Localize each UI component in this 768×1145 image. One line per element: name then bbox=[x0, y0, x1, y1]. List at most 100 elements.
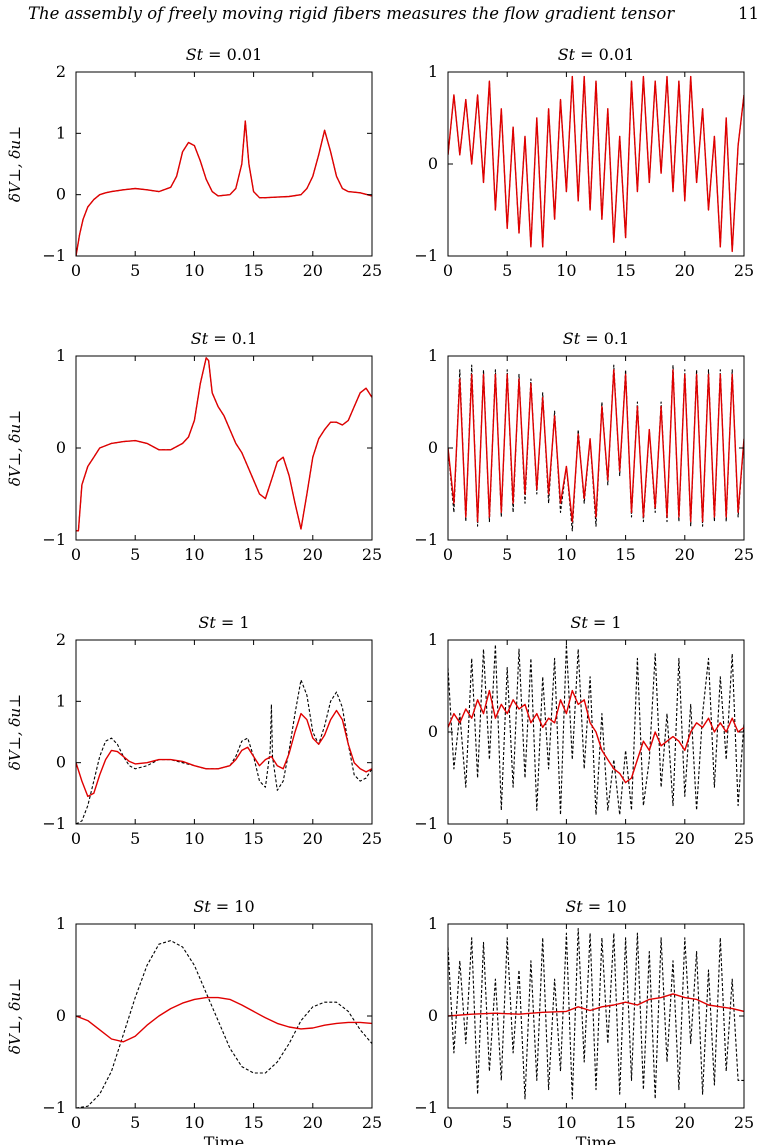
y-tick-label: −1 bbox=[414, 814, 438, 833]
series-line-dashed bbox=[448, 644, 744, 816]
y-tick-label: 1 bbox=[56, 123, 66, 142]
y-tick-label: 0 bbox=[56, 438, 66, 457]
x-tick-label: 20 bbox=[675, 261, 695, 280]
y-tick-label: 2 bbox=[56, 62, 66, 81]
subplot-title: St = 0.1 bbox=[191, 329, 257, 348]
x-tick-label: 15 bbox=[615, 1113, 635, 1132]
x-tick-label: 0 bbox=[443, 1113, 453, 1132]
series-line-solid bbox=[76, 996, 372, 1043]
subplot-title: St = 0.1 bbox=[563, 329, 629, 348]
x-tick-label: 20 bbox=[303, 1113, 323, 1132]
x-tick-label: 20 bbox=[675, 545, 695, 564]
x-tick-label: 25 bbox=[362, 545, 382, 564]
plot-frame bbox=[447, 71, 745, 257]
x-tick-label: 5 bbox=[130, 261, 140, 280]
x-tick-label: 0 bbox=[71, 1113, 81, 1132]
subplot-6: St = 1 0 5 10 15 20 25 −1 0 1 bbox=[414, 613, 754, 848]
x-tick-label: 0 bbox=[443, 261, 453, 280]
y-tick-label: 0 bbox=[428, 154, 438, 173]
subplot-title: St = 1 bbox=[198, 613, 249, 632]
x-tick-label: 25 bbox=[362, 261, 382, 280]
y-tick-label: 0 bbox=[428, 438, 438, 457]
x-tick-label: 0 bbox=[71, 545, 81, 564]
y-tick-label: 1 bbox=[56, 691, 66, 710]
series-line-dashed bbox=[76, 357, 372, 532]
x-tick-label: 20 bbox=[303, 829, 323, 848]
x-axis-label: Time bbox=[576, 1133, 616, 1145]
y-tick-label: 1 bbox=[428, 630, 438, 649]
y-tick-label: −1 bbox=[414, 246, 438, 265]
header-title: The assembly of freely moving rigid fibe… bbox=[28, 4, 675, 23]
y-axis-label: δV⊥, δu⊥ bbox=[6, 694, 24, 770]
plot-frame bbox=[75, 639, 373, 825]
x-tick-label: 20 bbox=[303, 545, 323, 564]
x-tick-label: 0 bbox=[443, 545, 453, 564]
x-tick-label: 25 bbox=[734, 545, 754, 564]
subplot-4: St = 0.1 0 5 10 15 20 25 −1 0 1 bbox=[414, 329, 754, 564]
y-tick-label: −1 bbox=[42, 814, 66, 833]
subplot-3: St = 0.1 0 5 10 15 20 25 −1 0 1 δV⊥, δu⊥ bbox=[6, 329, 382, 564]
y-tick-label: −1 bbox=[414, 1098, 438, 1117]
series-line-solid bbox=[448, 75, 744, 253]
x-tick-label: 5 bbox=[502, 545, 512, 564]
y-tick-label: 1 bbox=[428, 62, 438, 81]
x-tick-label: 5 bbox=[502, 1113, 512, 1132]
subplot-title: St = 0.01 bbox=[186, 45, 263, 64]
x-tick-label: 15 bbox=[243, 261, 263, 280]
x-tick-label: 25 bbox=[362, 1113, 382, 1132]
page-header: The assembly of freely moving rigid fibe… bbox=[0, 0, 768, 30]
x-tick-label: 10 bbox=[556, 545, 576, 564]
y-tick-label: 1 bbox=[428, 346, 438, 365]
y-tick-label: −1 bbox=[42, 1098, 66, 1117]
y-tick-label: 0 bbox=[56, 753, 66, 772]
y-tick-label: −1 bbox=[42, 246, 66, 265]
subplot-1: St = 0.01 0 5 10 15 20 25 −1 0 1 2 δV⊥, δu⊥ bbox=[6, 45, 382, 280]
x-tick-label: 20 bbox=[675, 829, 695, 848]
plot-frame bbox=[75, 355, 373, 541]
x-tick-label: 20 bbox=[303, 261, 323, 280]
y-axis-label: δV⊥, δu⊥ bbox=[6, 410, 24, 486]
x-tick-label: 5 bbox=[502, 261, 512, 280]
y-tick-label: 1 bbox=[56, 346, 66, 365]
x-tick-label: 10 bbox=[556, 261, 576, 280]
subplot-title: St = 1 bbox=[570, 613, 621, 632]
y-tick-label: 0 bbox=[428, 722, 438, 741]
page-number: 11 bbox=[738, 4, 759, 23]
x-tick-label: 5 bbox=[502, 829, 512, 848]
x-axis-label: Time bbox=[204, 1133, 244, 1145]
x-tick-label: 15 bbox=[615, 261, 635, 280]
x-tick-label: 15 bbox=[243, 829, 263, 848]
series-line-solid bbox=[76, 120, 372, 256]
x-tick-label: 5 bbox=[130, 829, 140, 848]
subplot-2: St = 0.01 0 5 10 15 20 25 −1 0 1 bbox=[414, 45, 754, 280]
y-tick-label: 0 bbox=[428, 1006, 438, 1025]
subplot-8: St = 10 0 5 10 15 20 25 −1 0 1 Time bbox=[414, 897, 754, 1145]
series-line-solid bbox=[448, 993, 744, 1017]
x-tick-label: 25 bbox=[734, 829, 754, 848]
x-tick-label: 5 bbox=[130, 1113, 140, 1132]
x-tick-label: 10 bbox=[556, 829, 576, 848]
subplot-title: St = 10 bbox=[565, 897, 626, 916]
series-line-solid bbox=[76, 709, 372, 798]
subplot-title: St = 10 bbox=[193, 897, 254, 916]
y-tick-label: 2 bbox=[56, 630, 66, 649]
y-tick-label: −1 bbox=[414, 530, 438, 549]
x-tick-label: 15 bbox=[615, 545, 635, 564]
plot-frame bbox=[75, 71, 373, 257]
x-tick-label: 10 bbox=[184, 545, 204, 564]
x-tick-label: 0 bbox=[443, 829, 453, 848]
y-axis-label: δV⊥, δu⊥ bbox=[6, 126, 24, 202]
x-tick-label: 5 bbox=[130, 545, 140, 564]
x-tick-label: 15 bbox=[243, 1113, 263, 1132]
x-tick-label: 10 bbox=[184, 1113, 204, 1132]
series-line-solid bbox=[448, 689, 744, 784]
x-tick-label: 25 bbox=[734, 261, 754, 280]
subplot-7: St = 10 0 5 10 15 20 25 −1 0 1 δV⊥, δu⊥ Time bbox=[6, 897, 382, 1145]
x-tick-label: 10 bbox=[184, 829, 204, 848]
x-tick-label: 25 bbox=[734, 1113, 754, 1132]
plot-frame bbox=[75, 923, 373, 1109]
subplot-5: St = 1 0 5 10 15 20 25 −1 0 1 2 δV⊥, δu⊥ bbox=[6, 613, 382, 848]
series-line-dashed bbox=[76, 679, 372, 824]
series-line-dashed bbox=[448, 76, 744, 252]
